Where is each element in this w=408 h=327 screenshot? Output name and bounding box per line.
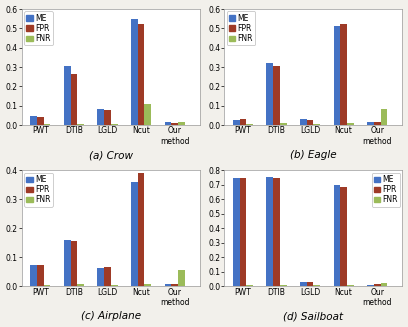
Bar [111, 124, 118, 125]
Bar [98, 267, 104, 286]
Legend: ME, FPR, FNR: ME, FPR, FNR [24, 173, 53, 207]
Bar [300, 119, 307, 125]
Bar [138, 173, 144, 286]
Bar [64, 239, 71, 286]
Bar [111, 285, 118, 286]
Bar [300, 282, 307, 286]
Bar [340, 24, 347, 125]
Bar [374, 122, 381, 125]
Bar [131, 182, 138, 286]
Bar [340, 187, 347, 286]
Bar [307, 120, 313, 125]
Bar [367, 122, 374, 125]
Bar [239, 119, 246, 125]
Bar [246, 285, 253, 286]
Bar [313, 124, 320, 125]
Bar [104, 110, 111, 125]
Bar [144, 104, 151, 125]
Legend: ME, FPR, FNR: ME, FPR, FNR [227, 11, 255, 45]
X-axis label: (b) Eagle: (b) Eagle [290, 150, 337, 160]
Bar [280, 123, 286, 125]
Bar [374, 284, 381, 286]
Bar [77, 284, 84, 286]
Bar [37, 265, 44, 286]
Legend: ME, FPR, FNR: ME, FPR, FNR [24, 11, 53, 45]
Bar [71, 241, 77, 286]
Bar [246, 124, 253, 125]
Bar [164, 284, 171, 286]
Bar [71, 74, 77, 125]
Bar [334, 26, 340, 125]
Bar [30, 116, 37, 125]
Bar [307, 283, 313, 286]
X-axis label: (c) Airplane: (c) Airplane [81, 311, 141, 321]
Bar [171, 284, 178, 286]
Bar [131, 19, 138, 125]
Bar [367, 285, 374, 286]
Bar [313, 285, 320, 286]
Bar [266, 177, 273, 286]
Bar [347, 285, 354, 286]
Bar [273, 65, 280, 125]
Bar [77, 124, 84, 125]
Bar [37, 117, 44, 125]
Bar [233, 178, 239, 286]
Bar [171, 123, 178, 125]
Bar [381, 283, 387, 286]
Bar [164, 122, 171, 125]
Bar [104, 267, 111, 286]
Bar [44, 124, 51, 125]
Bar [178, 122, 185, 125]
X-axis label: (a) Crow: (a) Crow [89, 150, 133, 160]
Bar [44, 285, 51, 286]
Bar [280, 285, 286, 286]
Bar [64, 66, 71, 125]
Bar [239, 178, 246, 286]
Bar [334, 185, 340, 286]
Bar [233, 120, 239, 125]
Bar [30, 265, 37, 286]
Bar [347, 123, 354, 125]
Bar [381, 109, 387, 125]
Legend: ME, FPR, FNR: ME, FPR, FNR [372, 173, 400, 207]
Bar [266, 63, 273, 125]
Bar [144, 284, 151, 286]
Bar [273, 178, 280, 286]
Bar [178, 270, 185, 286]
Bar [138, 24, 144, 125]
Bar [98, 109, 104, 125]
X-axis label: (d) Sailboat: (d) Sailboat [284, 311, 344, 321]
